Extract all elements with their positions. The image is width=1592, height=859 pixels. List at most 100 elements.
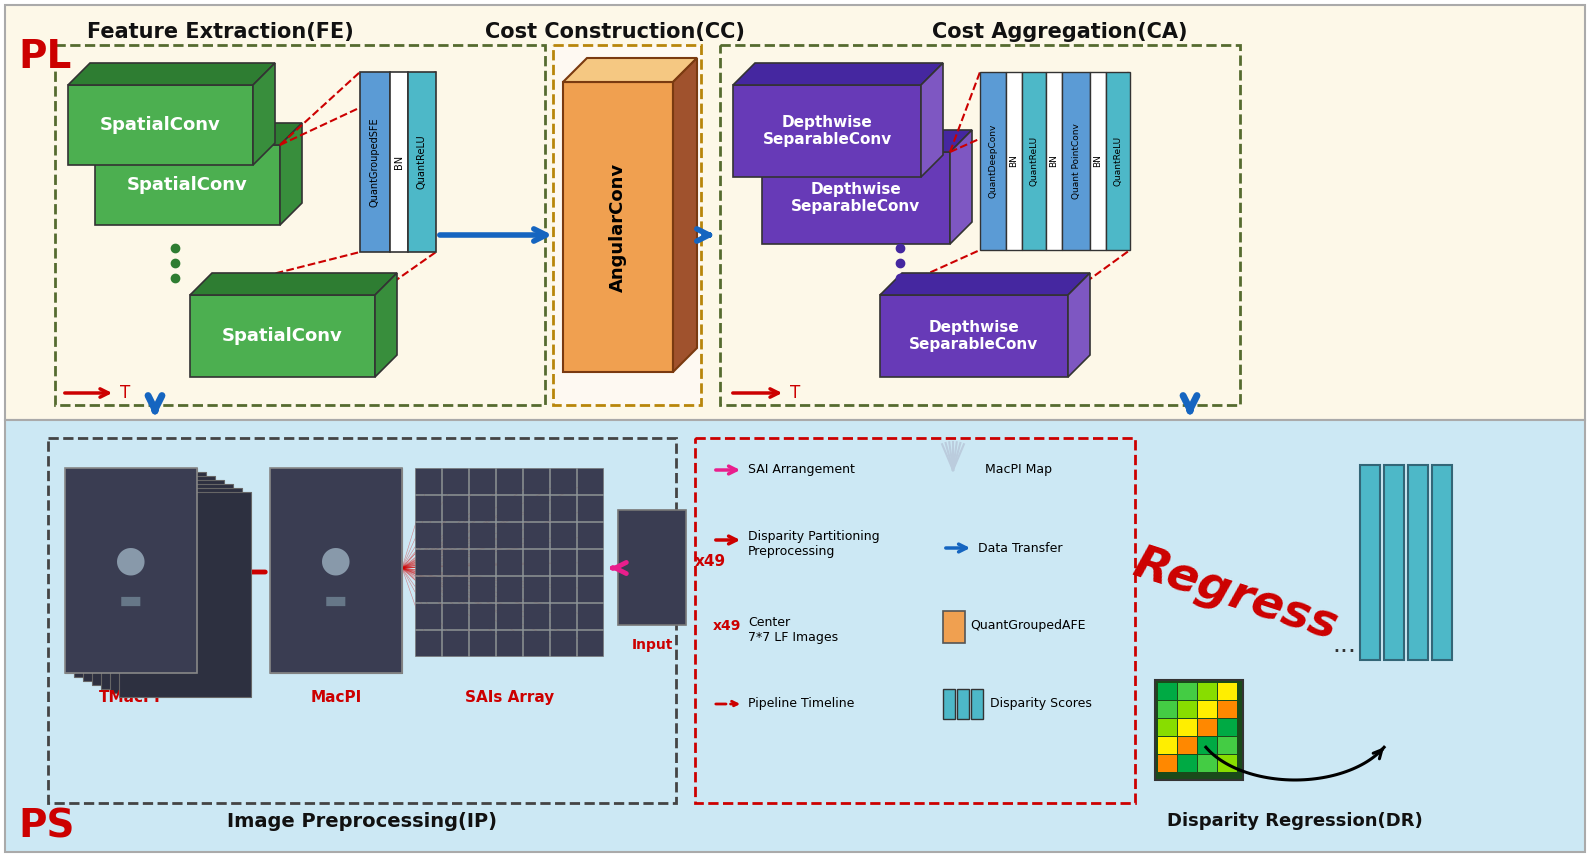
Bar <box>443 549 468 575</box>
Bar <box>732 85 922 177</box>
Bar <box>1199 683 1216 700</box>
Bar <box>470 630 495 656</box>
Polygon shape <box>96 123 302 145</box>
Bar <box>1157 701 1176 718</box>
Text: PL: PL <box>18 38 72 76</box>
Polygon shape <box>673 58 697 372</box>
Text: T: T <box>119 384 131 402</box>
Polygon shape <box>763 130 973 152</box>
Bar <box>552 45 700 405</box>
Bar <box>1218 701 1237 718</box>
Bar <box>1383 465 1404 660</box>
Bar <box>271 468 403 673</box>
Bar <box>443 603 468 629</box>
Bar <box>65 468 197 673</box>
Text: Input: Input <box>632 638 673 652</box>
Text: Cost Aggregation(CA): Cost Aggregation(CA) <box>933 22 1188 42</box>
Bar <box>390 72 408 252</box>
Bar <box>443 576 468 602</box>
Bar <box>470 603 495 629</box>
Text: Depthwise
SeparableConv: Depthwise SeparableConv <box>909 320 1038 352</box>
Text: SpatialConv: SpatialConv <box>223 327 342 345</box>
Bar <box>96 145 280 225</box>
Bar <box>119 492 252 697</box>
Text: x49: x49 <box>696 555 726 570</box>
Bar <box>189 295 376 377</box>
Bar <box>83 476 215 681</box>
Bar <box>1218 755 1237 772</box>
Bar <box>416 549 441 575</box>
Bar <box>497 522 522 548</box>
Bar <box>470 468 495 494</box>
Text: Regress: Regress <box>1127 541 1342 649</box>
Text: QuantGroupedAFE: QuantGroupedAFE <box>970 619 1086 632</box>
Text: PS: PS <box>18 807 75 845</box>
Bar <box>1199 701 1216 718</box>
Bar <box>1178 683 1197 700</box>
Text: SpatialConv: SpatialConv <box>100 116 221 134</box>
Bar <box>576 630 603 656</box>
Text: ▬: ▬ <box>119 589 143 613</box>
Text: MacPI: MacPI <box>310 690 361 705</box>
Text: SAIs Array: SAIs Array <box>465 690 554 705</box>
Bar <box>576 495 603 521</box>
Bar <box>524 549 549 575</box>
Polygon shape <box>880 273 1091 295</box>
Bar <box>497 549 522 575</box>
Bar <box>957 689 970 719</box>
Bar <box>549 549 576 575</box>
Bar <box>408 72 436 252</box>
Bar <box>1106 72 1130 250</box>
Bar <box>524 495 549 521</box>
Text: Feature Extraction(FE): Feature Extraction(FE) <box>86 22 353 42</box>
Bar <box>497 630 522 656</box>
Text: ●: ● <box>115 543 146 577</box>
Bar <box>1046 72 1062 250</box>
Bar <box>576 522 603 548</box>
Bar <box>1218 719 1237 736</box>
Bar <box>443 468 468 494</box>
Bar <box>497 603 522 629</box>
Bar <box>618 510 686 625</box>
Polygon shape <box>68 63 275 85</box>
Text: BN: BN <box>1049 155 1059 168</box>
Bar <box>1157 737 1176 754</box>
Text: AngularConv: AngularConv <box>610 162 627 291</box>
Bar <box>524 630 549 656</box>
Bar <box>92 480 224 685</box>
Bar <box>1178 701 1197 718</box>
Bar <box>1178 719 1197 736</box>
Polygon shape <box>950 130 973 244</box>
Bar <box>1199 719 1216 736</box>
Bar <box>1178 755 1197 772</box>
Bar <box>576 549 603 575</box>
Text: QuantGroupedSFE: QuantGroupedSFE <box>369 117 380 207</box>
Text: x49: x49 <box>713 619 742 633</box>
Bar <box>56 45 544 405</box>
Bar <box>696 438 1135 803</box>
Text: Image Preprocessing(IP): Image Preprocessing(IP) <box>228 812 497 831</box>
Bar <box>1022 72 1046 250</box>
Bar <box>549 603 576 629</box>
Bar <box>1157 755 1176 772</box>
Bar <box>576 468 603 494</box>
Bar <box>1091 72 1106 250</box>
Polygon shape <box>922 63 942 177</box>
Bar <box>497 576 522 602</box>
Bar <box>981 72 1006 250</box>
Bar <box>416 630 441 656</box>
Text: Disparity Regression(DR): Disparity Regression(DR) <box>1167 812 1423 830</box>
Bar <box>497 468 522 494</box>
Text: Disparity Partitioning
Preprocessing: Disparity Partitioning Preprocessing <box>748 530 880 558</box>
Bar <box>68 85 253 165</box>
Bar <box>549 522 576 548</box>
Bar <box>470 495 495 521</box>
Bar <box>524 603 549 629</box>
Bar <box>1062 72 1091 250</box>
Bar <box>470 549 495 575</box>
Bar <box>416 603 441 629</box>
Text: SpatialConv: SpatialConv <box>127 176 248 194</box>
Text: Center
7*7 LF Images: Center 7*7 LF Images <box>748 616 837 644</box>
Bar <box>1156 680 1243 780</box>
Bar <box>1218 683 1237 700</box>
